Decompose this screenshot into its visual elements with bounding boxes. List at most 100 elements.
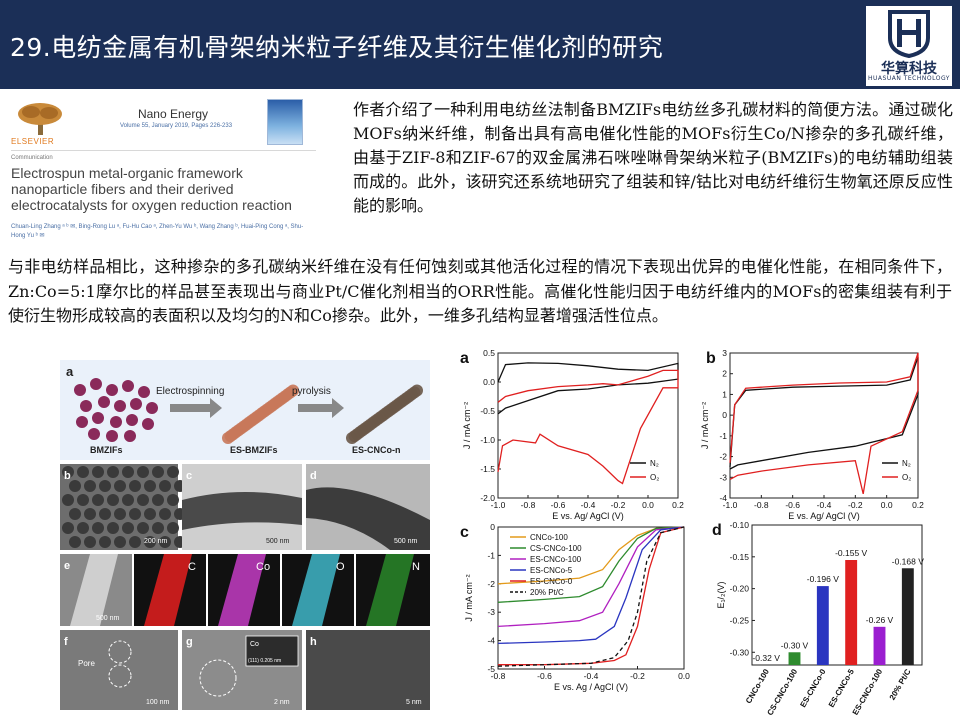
legend-entry: 20% Pt/C bbox=[530, 588, 564, 597]
bar-20% Pt/C bbox=[901, 568, 914, 665]
x-tick-label: -0.2 bbox=[848, 500, 863, 510]
bar-value-label: -0.168 V bbox=[892, 556, 924, 566]
hrtem-panel-f: f Pore 100 nm bbox=[60, 630, 178, 710]
svg-text:500 nm: 500 nm bbox=[266, 538, 290, 545]
x-tick-label: -1.0 bbox=[723, 500, 738, 510]
tem-particle bbox=[144, 508, 156, 520]
legend-entry: ES-CNCo-100 bbox=[530, 555, 582, 564]
svg-text:5 nm: 5 nm bbox=[406, 699, 422, 706]
bmzif-particle bbox=[130, 398, 142, 410]
paper-header: ELSEVIER Nano Energy Volume 55, January … bbox=[5, 95, 345, 243]
svg-text:e: e bbox=[64, 560, 70, 572]
legend-entry: ES-CNCo-0 bbox=[530, 577, 573, 586]
y-tick-label: -0.30 bbox=[730, 647, 750, 657]
y-tick-label: 1 bbox=[722, 389, 727, 399]
y-tick-label: -0.10 bbox=[730, 520, 750, 530]
y-axis-label: J / mA cm⁻² bbox=[700, 402, 710, 449]
tem-particle bbox=[129, 480, 141, 492]
svg-text:Pore: Pore bbox=[78, 659, 95, 668]
tem-particle bbox=[122, 522, 134, 534]
x-tick-label: 0.2 bbox=[672, 500, 684, 510]
y-axis-label: E₁/₂(V) bbox=[716, 581, 726, 608]
y-tick-label: 0.5 bbox=[483, 348, 495, 358]
divider bbox=[11, 150, 316, 151]
svg-text:2 nm: 2 nm bbox=[274, 699, 290, 706]
tem-particle bbox=[84, 508, 96, 520]
legend-entry: ES-CNCo-5 bbox=[530, 566, 573, 575]
tem-particle bbox=[167, 522, 179, 534]
tem-particle bbox=[167, 466, 179, 478]
y-tick-label: -4 bbox=[719, 493, 727, 503]
x-tick-label: -0.8 bbox=[491, 671, 506, 681]
es-cnco-fiber bbox=[346, 384, 423, 444]
tem-particle bbox=[92, 466, 104, 478]
svg-text:b: b bbox=[64, 470, 71, 482]
arrow-pyrolysis bbox=[298, 398, 344, 418]
legend-entry: CS-CNCo-100 bbox=[530, 544, 582, 553]
svg-text:c: c bbox=[186, 470, 192, 482]
tem-particle bbox=[114, 480, 126, 492]
label-es-bmzifs: ES-BMZIFs bbox=[230, 445, 278, 455]
y-tick-label: -1 bbox=[487, 550, 495, 560]
bar-ES-CNCo-100 bbox=[873, 626, 886, 665]
bar-value-label: -0.30 V bbox=[781, 640, 809, 650]
bmzif-particle bbox=[146, 402, 158, 414]
bar-category-label: ES-CNCo-100 bbox=[851, 667, 885, 715]
tem-particle bbox=[107, 466, 119, 478]
legend-entry: N₂ bbox=[902, 459, 911, 468]
tem-particle bbox=[152, 522, 164, 534]
tem-particle bbox=[62, 494, 74, 506]
series-line-ES-CNCo-0 bbox=[498, 526, 685, 666]
series-line-ES-CNCo-5 bbox=[497, 526, 685, 645]
elsevier-tree-icon bbox=[18, 103, 62, 135]
logo-subtitle: HUASUAN TECHNOLOGY bbox=[868, 75, 950, 82]
panel-label: b bbox=[706, 350, 716, 367]
hs-monogram-icon bbox=[888, 10, 930, 59]
svg-text:200 nm: 200 nm bbox=[144, 538, 168, 545]
cv-chart-b: b -1.0 -0.8 -0.6 -0.4 -0.2 0.0 0.2 3 2 1 0 -1 -2 -3 -4 E… bbox=[700, 348, 924, 521]
y-tick-label: 0.0 bbox=[483, 377, 495, 387]
tem-particle bbox=[152, 494, 164, 506]
x-tick-label: -0.6 bbox=[785, 500, 800, 510]
bmzif-particle bbox=[98, 396, 110, 408]
tem-panel-b: b 200 nm bbox=[60, 464, 186, 550]
tem-particle bbox=[77, 522, 89, 534]
x-tick-label: -0.8 bbox=[754, 500, 769, 510]
fiber-particle bbox=[287, 384, 299, 397]
step-electrospinning: Electrospinning bbox=[156, 386, 224, 397]
publisher-label: ELSEVIER bbox=[11, 137, 55, 146]
y-tick-label: 0 bbox=[490, 522, 495, 532]
tem-particle bbox=[122, 466, 134, 478]
legend-entry: N₂ bbox=[650, 459, 659, 468]
tem-particle bbox=[107, 494, 119, 506]
tem-particle bbox=[69, 480, 81, 492]
journal-volume: Volume 55, January 2019, Pages 226-233 bbox=[119, 123, 233, 129]
tem-particle bbox=[159, 508, 171, 520]
x-tick-label: -0.4 bbox=[581, 500, 596, 510]
legend-entry: O₂ bbox=[902, 473, 911, 482]
tem-particle bbox=[159, 480, 171, 492]
y-tick-label: 0 bbox=[722, 410, 727, 420]
x-tick-label: -0.2 bbox=[630, 671, 645, 681]
bmzif-particle bbox=[92, 412, 104, 424]
tem-particle bbox=[62, 522, 74, 534]
bmzif-particles bbox=[74, 378, 158, 442]
journal-cover-image bbox=[267, 99, 303, 145]
tem-particle bbox=[62, 466, 74, 478]
y-tick-label: -3 bbox=[487, 607, 495, 617]
y-tick-label: 2 bbox=[722, 369, 727, 379]
eds-mapping-panel: e 500 nm C Co O N bbox=[60, 554, 430, 626]
series-line-O₂ bbox=[729, 352, 919, 495]
panel-label: a bbox=[460, 350, 469, 367]
tem-particle bbox=[69, 508, 81, 520]
e-half-bar-chart-d: d -0.10 -0.15 -0.20 -0.25 -0.30 E₁/₂(V) -0.32 V… bbox=[712, 520, 924, 715]
tem-panel-c: c 500 nm bbox=[182, 464, 302, 550]
tem-particle bbox=[99, 480, 111, 492]
y-tick-label: 3 bbox=[722, 348, 727, 358]
bar-ES-CNCo-0 bbox=[816, 586, 829, 665]
legend-entry: O₂ bbox=[650, 473, 659, 482]
tem-particle bbox=[167, 494, 179, 506]
y-tick-label: -1 bbox=[719, 431, 727, 441]
x-tick-label: 0.0 bbox=[881, 500, 893, 510]
bmzif-particle bbox=[122, 380, 134, 392]
